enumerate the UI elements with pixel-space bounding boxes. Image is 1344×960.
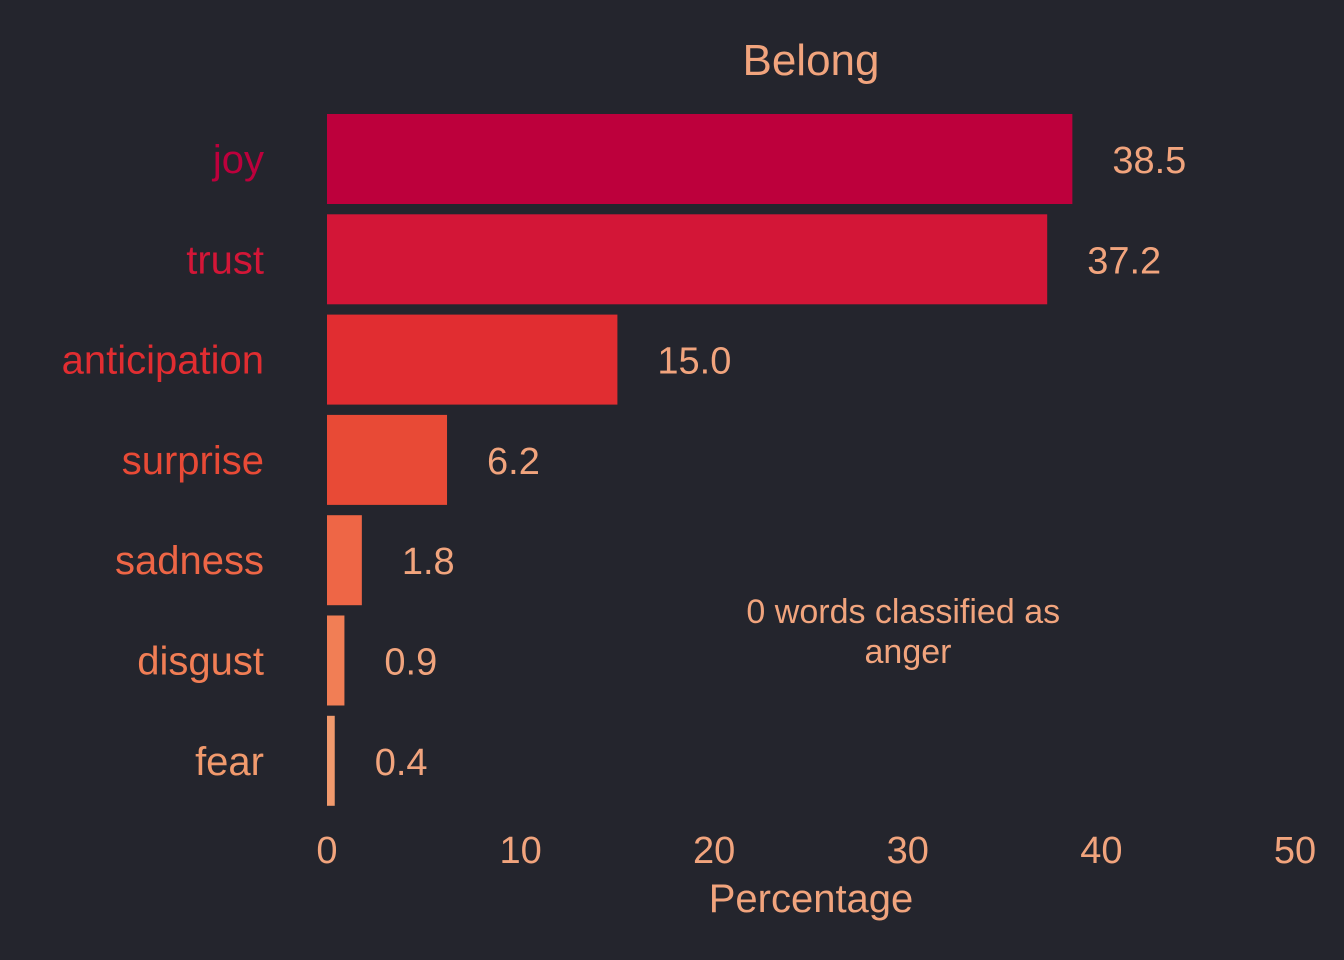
category-label-anticipation: anticipation: [62, 339, 264, 383]
x-tick-label-20: 20: [693, 830, 735, 872]
category-label-surprise: surprise: [122, 439, 264, 483]
x-tick-label-10: 10: [499, 830, 541, 872]
bar-sadness: [327, 515, 362, 606]
value-label-sadness: 1.8: [402, 541, 455, 583]
value-label-fear: 0.4: [375, 742, 428, 784]
bar-disgust: [327, 615, 345, 706]
bar-trust: [327, 214, 1048, 305]
bar-anticipation: [327, 314, 618, 405]
bar-surprise: [327, 414, 448, 505]
bar-joy: [327, 114, 1073, 204]
value-label-trust: 37.2: [1087, 240, 1161, 282]
value-labels-group: 38.5 37.2 15.0 6.2 1.8 0.9 0.4: [375, 140, 1187, 784]
x-axis-title: Percentage: [709, 877, 914, 921]
category-label-trust: trust: [186, 238, 264, 282]
value-label-disgust: 0.9: [384, 642, 437, 684]
annotation-note: 0 words classified as anger: [746, 593, 1069, 671]
annotation-line-2: anger: [865, 633, 952, 671]
x-tick-label-40: 40: [1080, 830, 1122, 872]
chart-title: Belong: [742, 36, 879, 85]
category-label-fear: fear: [195, 740, 264, 784]
annotation-line-1: 0 words classified as: [746, 593, 1060, 631]
bar-fear: [327, 715, 335, 806]
category-label-joy: joy: [212, 138, 264, 182]
value-label-surprise: 6.2: [487, 441, 540, 483]
value-label-anticipation: 15.0: [657, 341, 731, 383]
value-label-joy: 38.5: [1112, 140, 1186, 182]
bars-group: [327, 114, 1073, 806]
x-axis-ticks-group: 0 10 20 30 40 50: [316, 830, 1316, 872]
x-tick-label-50: 50: [1274, 830, 1316, 872]
category-label-sadness: sadness: [115, 539, 264, 583]
category-labels-group: joy trust anticipation surprise sadness disgu…: [62, 138, 264, 784]
x-tick-label-0: 0: [316, 830, 337, 872]
x-tick-label-30: 30: [887, 830, 929, 872]
category-label-disgust: disgust: [137, 640, 264, 684]
